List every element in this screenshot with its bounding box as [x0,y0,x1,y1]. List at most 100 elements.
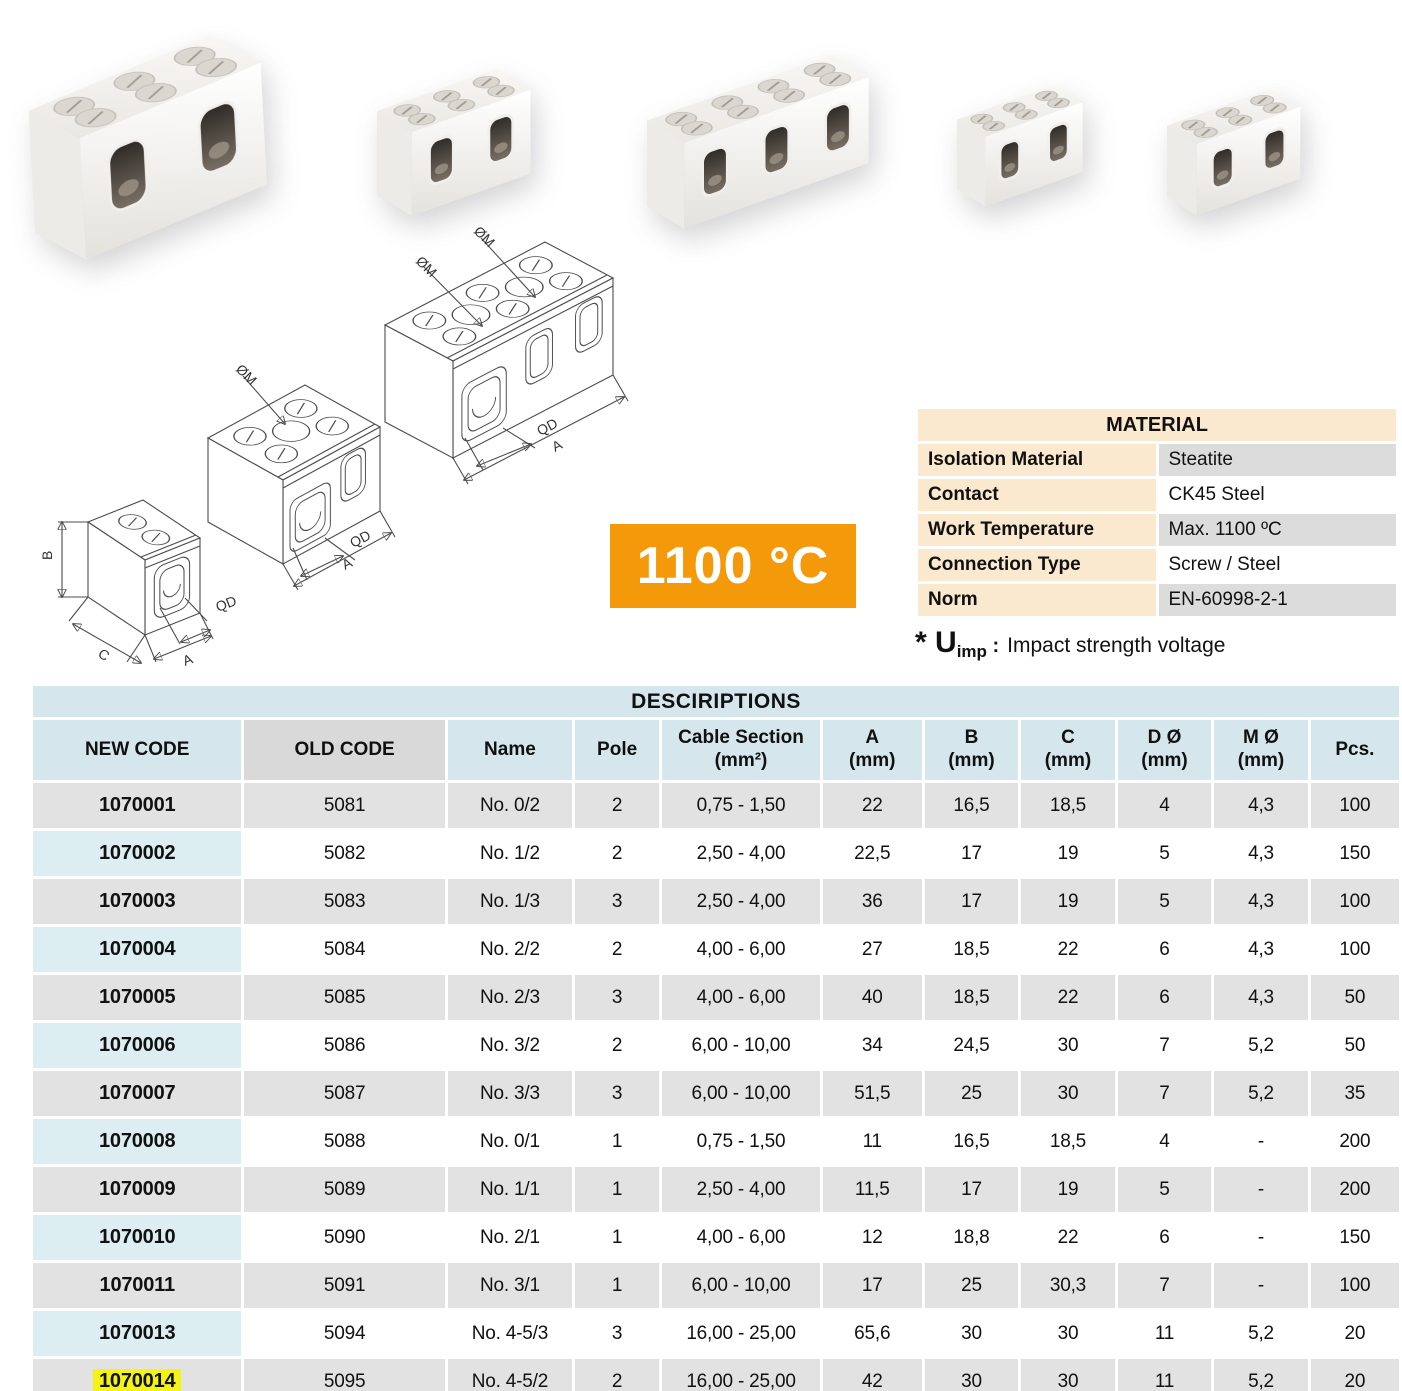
cell-pcs: 100 [1310,1263,1399,1308]
dim-label-c: C [95,645,112,664]
col-header-pcs: Pcs. [1310,720,1399,780]
cell-pole: 2 [575,1359,660,1391]
uimp-description: Impact strength voltage [1007,634,1226,657]
cell-b: 24,5 [924,1023,1019,1068]
cell-name: No. 4-5/2 [447,1359,573,1391]
cell-c: 19 [1021,1167,1115,1212]
cell-c: 30 [1021,1071,1115,1116]
cell-name: No. 2/1 [447,1215,573,1260]
cell-pole: 3 [575,1311,660,1356]
cell-b: 25 [924,1071,1019,1116]
cell-a: 36 [822,879,922,924]
cell-old-code: 5084 [244,927,445,972]
cell-b: 18,8 [924,1215,1019,1260]
cell-m: - [1214,1215,1308,1260]
cell-d: 5 [1117,879,1212,924]
cell-new-code: 1070014 [33,1359,242,1391]
material-label: Contact [918,479,1156,511]
cell-cable-section: 6,00 - 10,00 [662,1071,820,1116]
cell-c: 30 [1021,1359,1115,1391]
cell-pole: 2 [575,927,660,972]
uimp-symbol: * U [915,626,957,659]
cell-a: 22 [822,783,922,828]
col-header-c: C (mm) [1021,720,1115,780]
cell-old-code: 5089 [244,1167,445,1212]
cell-b: 17 [924,831,1019,876]
header-row: NEW CODE OLD CODE Name Pole Cable Sectio… [33,720,1399,780]
cell-m: 4,3 [1214,783,1308,828]
cell-b: 17 [924,1167,1019,1212]
cell-a: 12 [822,1215,922,1260]
cell-pole: 3 [575,975,660,1020]
cell-new-code: 1070002 [33,831,242,876]
material-value: CK45 Steel [1158,479,1396,511]
temperature-badge: 1100 °C [610,524,856,608]
uimp-subscript: imp [956,642,987,662]
material-row: Connection Type Screw / Steel [918,549,1396,581]
cell-a: 65,6 [822,1311,922,1356]
cell-b: 30 [924,1359,1019,1391]
cell-c: 19 [1021,831,1115,876]
table-row: 1070014 5095 No. 4-5/2 2 16,00 - 25,00 4… [33,1359,1399,1391]
material-label: Work Temperature [918,514,1156,546]
col-header-old-code: OLD CODE [244,720,445,780]
material-table-title: MATERIAL [918,409,1396,441]
cell-a: 27 [822,927,922,972]
cell-cable-section: 4,00 - 6,00 [662,927,820,972]
material-value: Steatite [1158,444,1396,476]
cell-pcs: 50 [1310,975,1399,1020]
cell-cable-section: 2,50 - 4,00 [662,1167,820,1212]
cell-old-code: 5082 [244,831,445,876]
cell-m: 4,3 [1214,975,1308,1020]
cell-m: 5,2 [1214,1023,1308,1068]
cell-cable-section: 0,75 - 1,50 [662,1119,820,1164]
cell-c: 30 [1021,1023,1115,1068]
cell-m: 4,3 [1214,879,1308,924]
cell-d: 7 [1117,1023,1212,1068]
col-header-pole: Pole [575,720,660,780]
cell-d: 6 [1117,927,1212,972]
table-row: 1070011 5091 No. 3/1 1 6,00 - 10,00 17 2… [33,1263,1399,1308]
cell-cable-section: 2,50 - 4,00 [662,879,820,924]
material-value: Screw / Steel [1158,549,1396,581]
cell-m: 5,2 [1214,1359,1308,1391]
table-row: 1070001 5081 No. 0/2 2 0,75 - 1,50 22 16… [33,783,1399,828]
cell-c: 22 [1021,927,1115,972]
table-row: 1070005 5085 No. 2/3 3 4,00 - 6,00 40 18… [33,975,1399,1020]
cell-new-code: 1070010 [33,1215,242,1260]
cell-old-code: 5087 [244,1071,445,1116]
col-header-new-code: NEW CODE [33,720,242,780]
cell-d: 6 [1117,1215,1212,1260]
cell-pcs: 150 [1310,831,1399,876]
product-photo-3pole-long [642,50,875,242]
cell-cable-section: 4,00 - 6,00 [662,975,820,1020]
cell-old-code: 5085 [244,975,445,1020]
cell-pole: 1 [575,1263,660,1308]
product-photo-2pole-medium [372,64,537,229]
cell-old-code: 5083 [244,879,445,924]
cell-d: 6 [1117,975,1212,1020]
cell-m: - [1214,1167,1308,1212]
cell-new-code: 1070005 [33,975,242,1020]
cell-c: 18,5 [1021,783,1115,828]
cell-cable-section: 6,00 - 10,00 [662,1023,820,1068]
table-row: 1070010 5090 No. 2/1 1 4,00 - 6,00 12 18… [33,1215,1399,1260]
descriptions-title: DESCIRIPTIONS [33,686,1399,717]
cell-name: No. 3/1 [447,1263,573,1308]
cell-name: No. 1/1 [447,1167,573,1212]
col-header-name: Name [447,720,573,780]
cell-pole: 1 [575,1119,660,1164]
cell-b: 18,5 [924,975,1019,1020]
cell-new-code: 1070004 [33,927,242,972]
cell-pcs: 100 [1310,783,1399,828]
material-label: Norm [918,584,1156,616]
product-photo-2pole-large [20,28,278,277]
table-row: 1070008 5088 No. 0/1 1 0,75 - 1,50 11 16… [33,1119,1399,1164]
cell-name: No. 0/1 [447,1119,573,1164]
material-value: EN-60998-2-1 [1158,584,1396,616]
table-row: 1070006 5086 No. 3/2 2 6,00 - 10,00 34 2… [33,1023,1399,1068]
material-row: Isolation Material Steatite [918,444,1396,476]
cell-new-code: 1070008 [33,1119,242,1164]
table-row: 1070013 5094 No. 4-5/3 3 16,00 - 25,00 6… [33,1311,1399,1356]
